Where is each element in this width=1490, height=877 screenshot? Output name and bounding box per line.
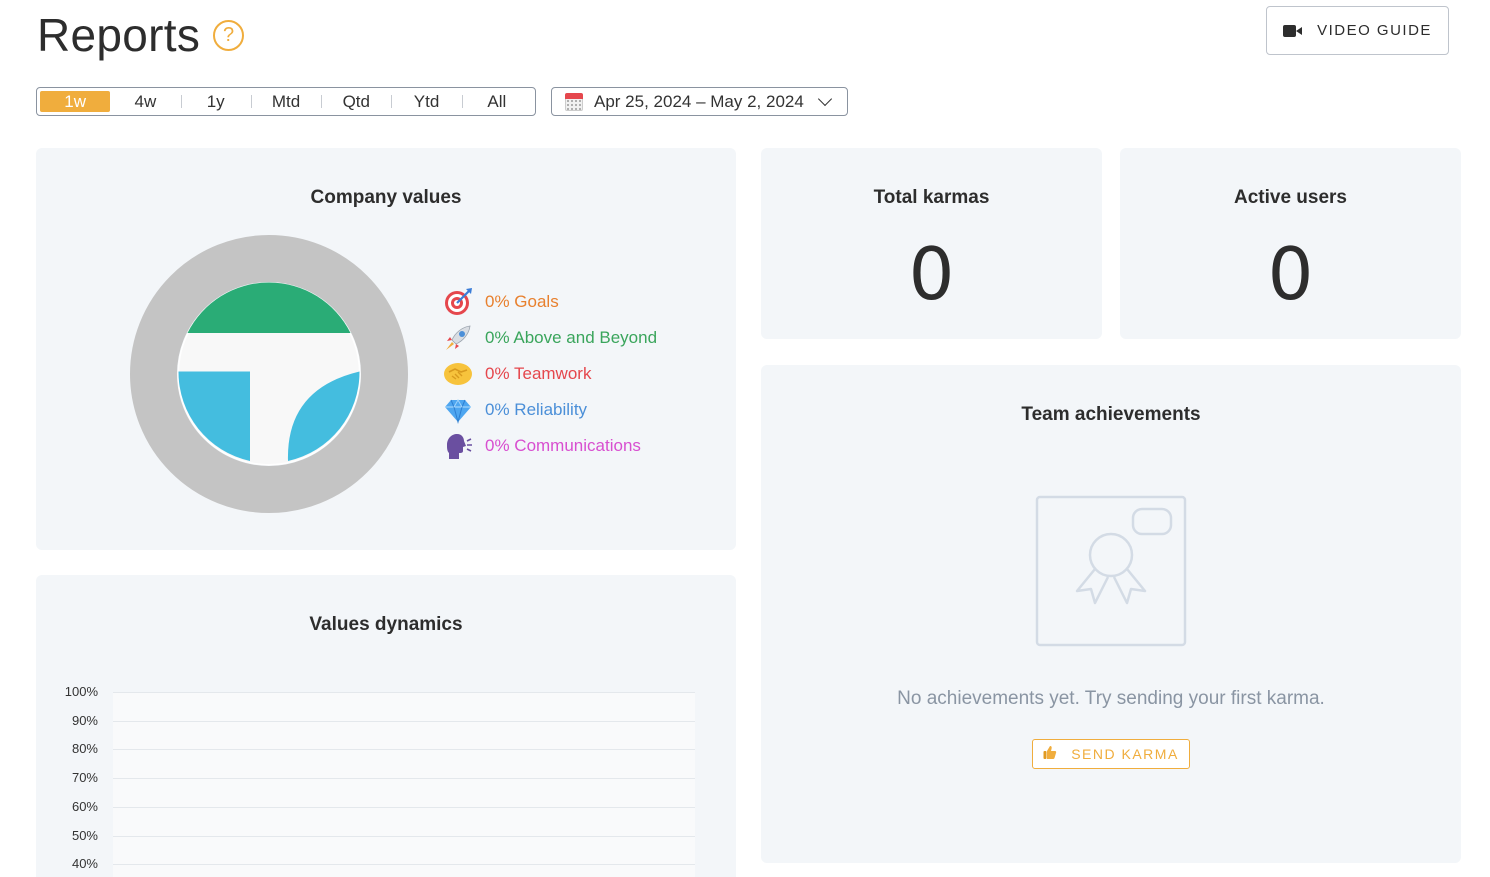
legend-item-communications: 0% Communications <box>443 428 657 464</box>
chevron-down-icon <box>817 91 832 106</box>
y-tick-label: 60% <box>71 798 98 814</box>
period-selector: 1w 4w 1y Mtd Qtd Ytd All <box>36 87 536 116</box>
y-gridline <box>113 692 695 693</box>
date-range-picker[interactable]: Apr 25, 2024 – May 2, 2024 <box>551 87 848 116</box>
company-values-legend: 0% Goals 0% Above and Beyond <box>443 284 657 464</box>
period-qtd[interactable]: Qtd <box>321 91 391 112</box>
legend-label-goals: 0% Goals <box>485 292 559 311</box>
send-karma-label: SEND KARMA <box>1071 746 1179 762</box>
no-achievements-message: No achievements yet. Try sending your fi… <box>897 688 1325 709</box>
values-dynamics-plot-area <box>113 692 695 877</box>
period-1y[interactable]: 1y <box>180 91 251 112</box>
legend-label-above-and-beyond: 0% Above and Beyond <box>485 328 658 347</box>
y-gridline <box>113 864 695 866</box>
company-logo-icon <box>178 282 360 464</box>
active-users-title: Active users <box>1233 187 1347 208</box>
rocket-icon <box>443 323 473 353</box>
y-tick-label: 100% <box>64 684 98 699</box>
legend-item-above-and-beyond: 0% Above and Beyond <box>443 320 657 356</box>
company-values-card: Company values <box>36 148 736 550</box>
handshake-icon <box>443 359 473 389</box>
y-tick-label: 50% <box>71 827 98 843</box>
date-range-value: Apr 25, 2024 – May 2, 2024 <box>594 91 804 111</box>
period-all[interactable]: All <box>461 91 532 112</box>
y-gridline <box>113 778 695 780</box>
y-tick-label: 80% <box>71 741 98 757</box>
y-gridline <box>113 749 695 751</box>
thumbs-up-icon <box>1043 745 1057 763</box>
total-karmas-title: Total karmas <box>873 187 990 208</box>
y-tick-label: 40% <box>71 856 98 872</box>
y-gridline <box>113 806 695 808</box>
period-mtd[interactable]: Mtd <box>250 91 321 112</box>
video-guide-button[interactable]: VIDEO GUIDE <box>1266 6 1449 55</box>
legend-label-communications: 0% Communications <box>485 436 641 455</box>
team-achievements-title: Team achievements <box>1021 404 1201 425</box>
y-gridline <box>113 720 695 722</box>
legend-item-goals: 0% Goals <box>443 284 657 320</box>
target-icon <box>443 287 473 317</box>
total-karmas-card: Total karmas 0 <box>761 148 1102 339</box>
legend-item-teamwork: 0% Teamwork <box>443 356 657 392</box>
values-dynamics-card: Values dynamics 100% 90% 80% 70% 60% 50% 40% <box>36 575 736 877</box>
y-gridline <box>113 835 695 837</box>
legend-item-reliability: 0% Reliability <box>443 392 657 428</box>
send-karma-button[interactable]: SEND KARMA <box>1032 739 1190 769</box>
active-users-value: 0 <box>1267 232 1314 316</box>
period-ytd[interactable]: Ytd <box>391 91 461 112</box>
legend-label-teamwork: 0% Teamwork <box>485 364 592 383</box>
legend-label-reliability: 0% Reliability <box>485 400 588 419</box>
calendar-icon <box>565 92 583 111</box>
video-guide-label: VIDEO GUIDE <box>1317 22 1432 39</box>
video-camera-icon <box>1283 24 1303 37</box>
company-values-title: Company values <box>310 187 462 208</box>
y-tick-label: 70% <box>71 770 98 786</box>
company-values-donut <box>130 235 408 513</box>
donut-ring <box>130 235 408 513</box>
certificate-award-icon <box>1035 495 1187 647</box>
help-icon[interactable]: ? <box>213 20 244 51</box>
period-4w[interactable]: 4w <box>134 92 157 111</box>
diamond-icon <box>443 395 473 425</box>
speaking-head-icon <box>443 431 473 461</box>
active-users-card: Active users 0 <box>1120 148 1461 339</box>
y-tick-label: 90% <box>71 712 98 728</box>
page-title: Reports <box>37 9 201 61</box>
team-achievements-card: Team achievements No achievements yet. T… <box>761 365 1461 863</box>
period-1w[interactable]: 1w <box>40 91 111 112</box>
values-dynamics-title: Values dynamics <box>309 614 463 635</box>
total-karmas-value: 0 <box>908 232 955 316</box>
